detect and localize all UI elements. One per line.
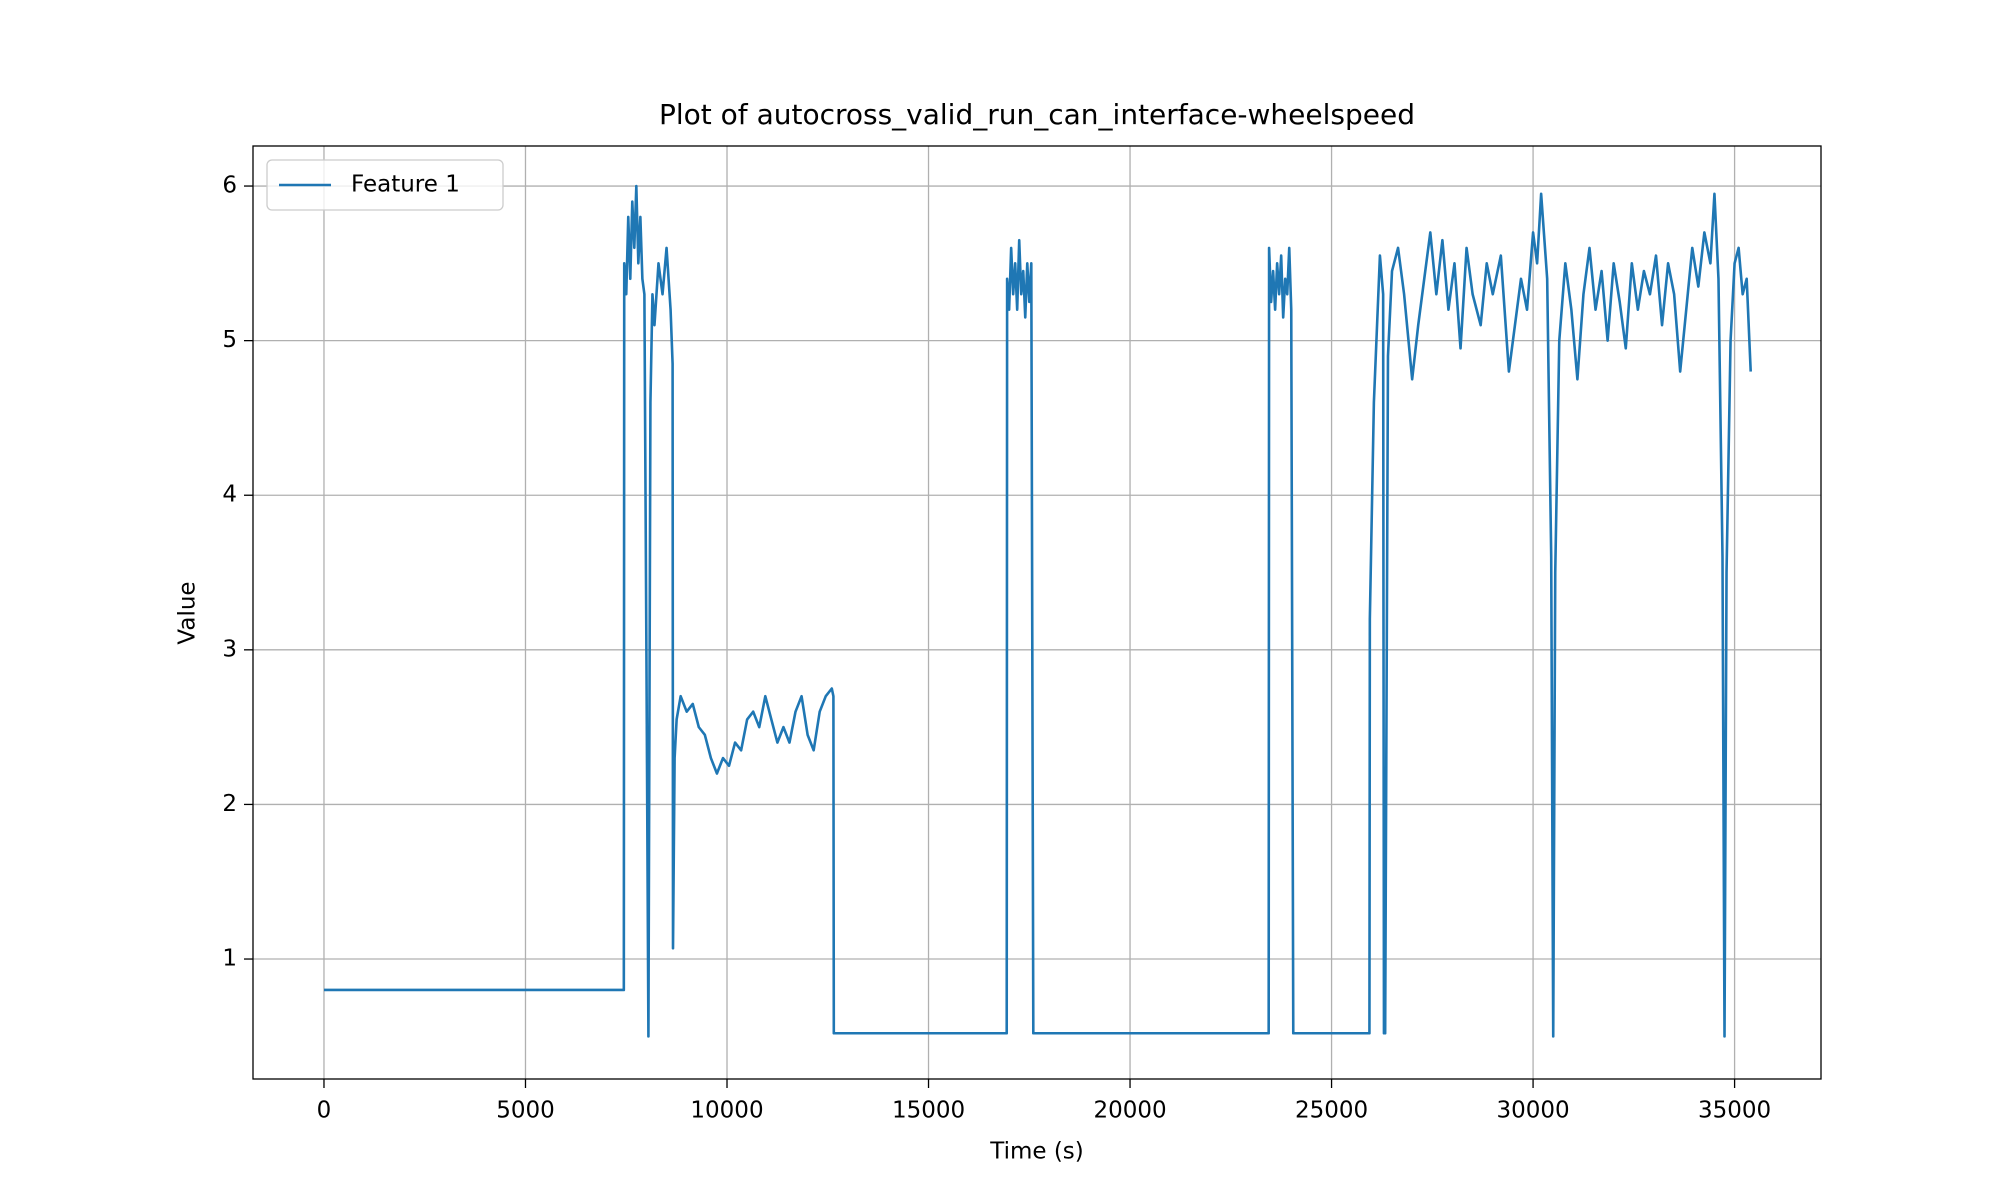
y-tick-label: 2	[222, 791, 237, 817]
legend-box	[266, 159, 504, 211]
y-tick-label: 5	[222, 327, 237, 353]
x-tick-label: 15000	[892, 1098, 965, 1124]
x-tick-label: 30000	[1496, 1098, 1569, 1124]
legend-label: Feature 1	[351, 172, 460, 198]
chart-title: Plot of autocross_valid_run_can_interfac…	[659, 98, 1415, 131]
y-axis-label: Value	[175, 581, 201, 644]
y-tick-label: 1	[222, 946, 237, 972]
y-tick-label: 6	[222, 173, 237, 199]
y-tick-label: 3	[222, 636, 237, 662]
y-tick-label: 4	[222, 482, 237, 508]
x-axis-label: Time (s)	[989, 1139, 1084, 1165]
x-tick-label: 10000	[690, 1098, 763, 1124]
line-series	[323, 184, 1753, 1038]
x-tick-label: 35000	[1698, 1098, 1771, 1124]
x-tick-label: 5000	[496, 1098, 555, 1124]
x-tick-label: 20000	[1093, 1098, 1166, 1124]
x-tick-label: 25000	[1295, 1098, 1368, 1124]
plot-frame	[252, 145, 1822, 1080]
x-tick-label: 0	[317, 1098, 332, 1124]
